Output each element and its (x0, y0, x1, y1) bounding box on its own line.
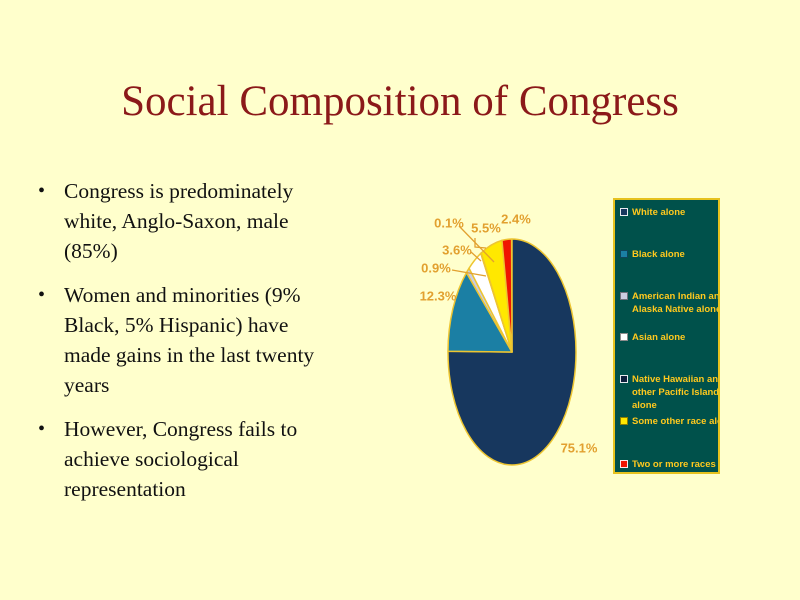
pie-data-label-two-or-more-races: 2.4% (501, 211, 531, 227)
pie-data-label-white-alone: 75.1% (560, 440, 598, 456)
legend-swatch-black-alone (620, 250, 628, 258)
legend-item-black-alone: Black alone (620, 248, 718, 261)
bullet-item: • Congress is predominately white, Anglo-S… (30, 176, 402, 266)
bullet-dot-icon: • (38, 284, 46, 306)
legend-item-asian-alone: Asian alone (620, 331, 718, 344)
bullet-line: Black, 5% Hispanic) have (64, 313, 289, 337)
slide-title: Social Composition of Congress (121, 78, 679, 125)
legend-label-line: other Pacific Islander (632, 387, 720, 398)
legend-label-line: Two or more races (632, 459, 716, 470)
bullet-dot-icon: • (38, 418, 46, 440)
leader-line-native-hawaiian-and-other-pacific-islander-alone (458, 225, 495, 263)
legend-swatch-white-alone (620, 208, 628, 216)
bullet-line: representation (64, 477, 186, 501)
bullet-list: • Congress is predominately white, Anglo-S… (30, 176, 402, 518)
leader-line-some-other-race-alone (474, 238, 487, 249)
bullet-line: white, Anglo-Saxon, male (64, 209, 289, 233)
legend-swatch-asian-alone (620, 333, 628, 341)
legend-label-line: American Indian and (632, 291, 720, 302)
pie-data-label-native-hawaiian-and-other-pacific-islander-alone: 0.1% (434, 215, 464, 231)
legend-label-line: Black alone (632, 249, 685, 260)
legend-label-line: Some other race alon (632, 416, 720, 427)
pie-slice-white-alone (447, 238, 577, 466)
legend-item-american-indian-and-alaska-native-alone: American Indian and Alaska Native alone (620, 290, 718, 316)
legend-item-native-hawaiian-and-other-pacific-islander-alone: Native Hawaiian and other Pacific Islande… (620, 373, 718, 412)
bullet-line: years (64, 373, 110, 397)
bullet-line: However, Congress fails to (64, 417, 298, 441)
pie-data-label-american-indian-and-alaska-native-alone: 0.9% (421, 260, 451, 276)
bullet-dot-icon: • (38, 180, 46, 202)
legend-label-line: Asian alone (632, 332, 686, 343)
leader-line-american-indian-and-alaska-native-alone (451, 269, 487, 277)
legend-label-line: Native Hawaiian and (632, 374, 720, 385)
bullet-line: (85%) (64, 239, 118, 263)
pie-slice-black-alone (447, 271, 513, 353)
leader-line-asian-alone (470, 251, 482, 262)
bullet-line: achieve sociological (64, 447, 239, 471)
legend-label-line: Alaska Native alone (632, 304, 720, 315)
legend-swatch-native-hawaiian-and-other-pacific-islander-alone (620, 375, 628, 383)
legend-item-some-other-race-alone: Some other race alon (620, 415, 718, 428)
pie-slice-two-or-more-races (501, 238, 513, 353)
legend-label-line: White alone (632, 207, 686, 218)
pie-data-label-black-alone: 12.3% (419, 288, 457, 304)
bullet-line: Women and minorities (9% (64, 283, 301, 307)
bullet-item: • Women and minorities (9% Black, 5% Hispa… (30, 280, 402, 400)
bullet-item: • However, Congress fails to achieve socio… (30, 414, 402, 504)
bullet-line: Congress is predominately (64, 179, 294, 203)
bullet-line: made gains in the last twenty (64, 343, 315, 367)
legend-item-two-or-more-races: Two or more races (620, 458, 718, 471)
legend-swatch-two-or-more-races (620, 460, 628, 468)
pie-data-label-asian-alone: 3.6% (442, 242, 472, 258)
legend-item-white-alone: White alone (620, 206, 718, 219)
pie-data-label-some-other-race-alone: 5.5% (471, 220, 501, 236)
legend-swatch-american-indian-and-alaska-native-alone (620, 292, 628, 300)
legend-swatch-some-other-race-alone (620, 417, 628, 425)
chart-legend: White alone Black alone American Indian an… (613, 198, 720, 474)
legend-label-line: alone (632, 400, 657, 411)
